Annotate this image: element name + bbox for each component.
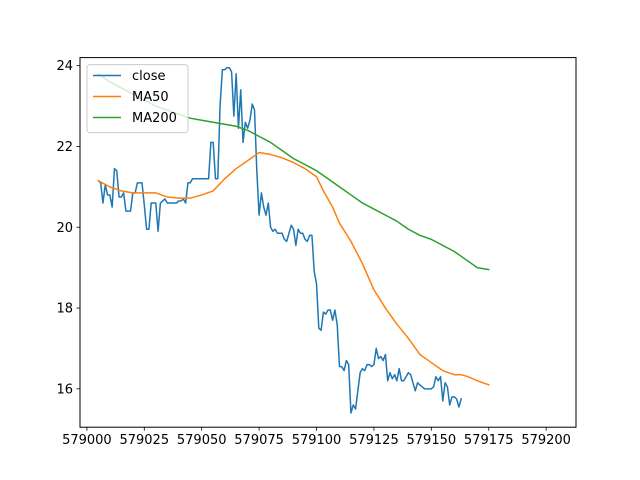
x-tick-label: 579025 bbox=[119, 433, 169, 448]
legend-label-ma200: MA200 bbox=[132, 111, 177, 126]
legend: close MA50 MA200 bbox=[86, 64, 189, 134]
legend-label-close: close bbox=[132, 69, 165, 84]
legend-box bbox=[86, 64, 189, 134]
y-tick-label: 24 bbox=[56, 59, 73, 74]
x-tick-label: 579050 bbox=[177, 433, 227, 448]
legend-label-ma50: MA50 bbox=[132, 90, 169, 105]
x-tick-label: 579075 bbox=[234, 433, 284, 448]
x-axis: 579000 579025 579050 579075 579100 579125 5791… bbox=[62, 427, 571, 448]
series-line-close bbox=[97, 66, 463, 414]
series-line-ma50 bbox=[97, 151, 490, 386]
y-tick-label: 18 bbox=[56, 302, 73, 317]
y-tick-label: 22 bbox=[56, 140, 73, 155]
plot-frame bbox=[79, 57, 577, 428]
x-tick-label: 579100 bbox=[292, 433, 342, 448]
y-axis: 16 18 20 22 24 bbox=[56, 59, 80, 397]
x-tick-label: 579125 bbox=[349, 433, 399, 448]
y-tick-label: 20 bbox=[56, 221, 73, 236]
y-tick-label: 16 bbox=[56, 382, 73, 397]
x-tick-label: 579175 bbox=[464, 433, 514, 448]
x-tick-label: 579200 bbox=[521, 433, 571, 448]
x-tick-label: 579000 bbox=[62, 433, 112, 448]
x-tick-label: 579150 bbox=[407, 433, 457, 448]
